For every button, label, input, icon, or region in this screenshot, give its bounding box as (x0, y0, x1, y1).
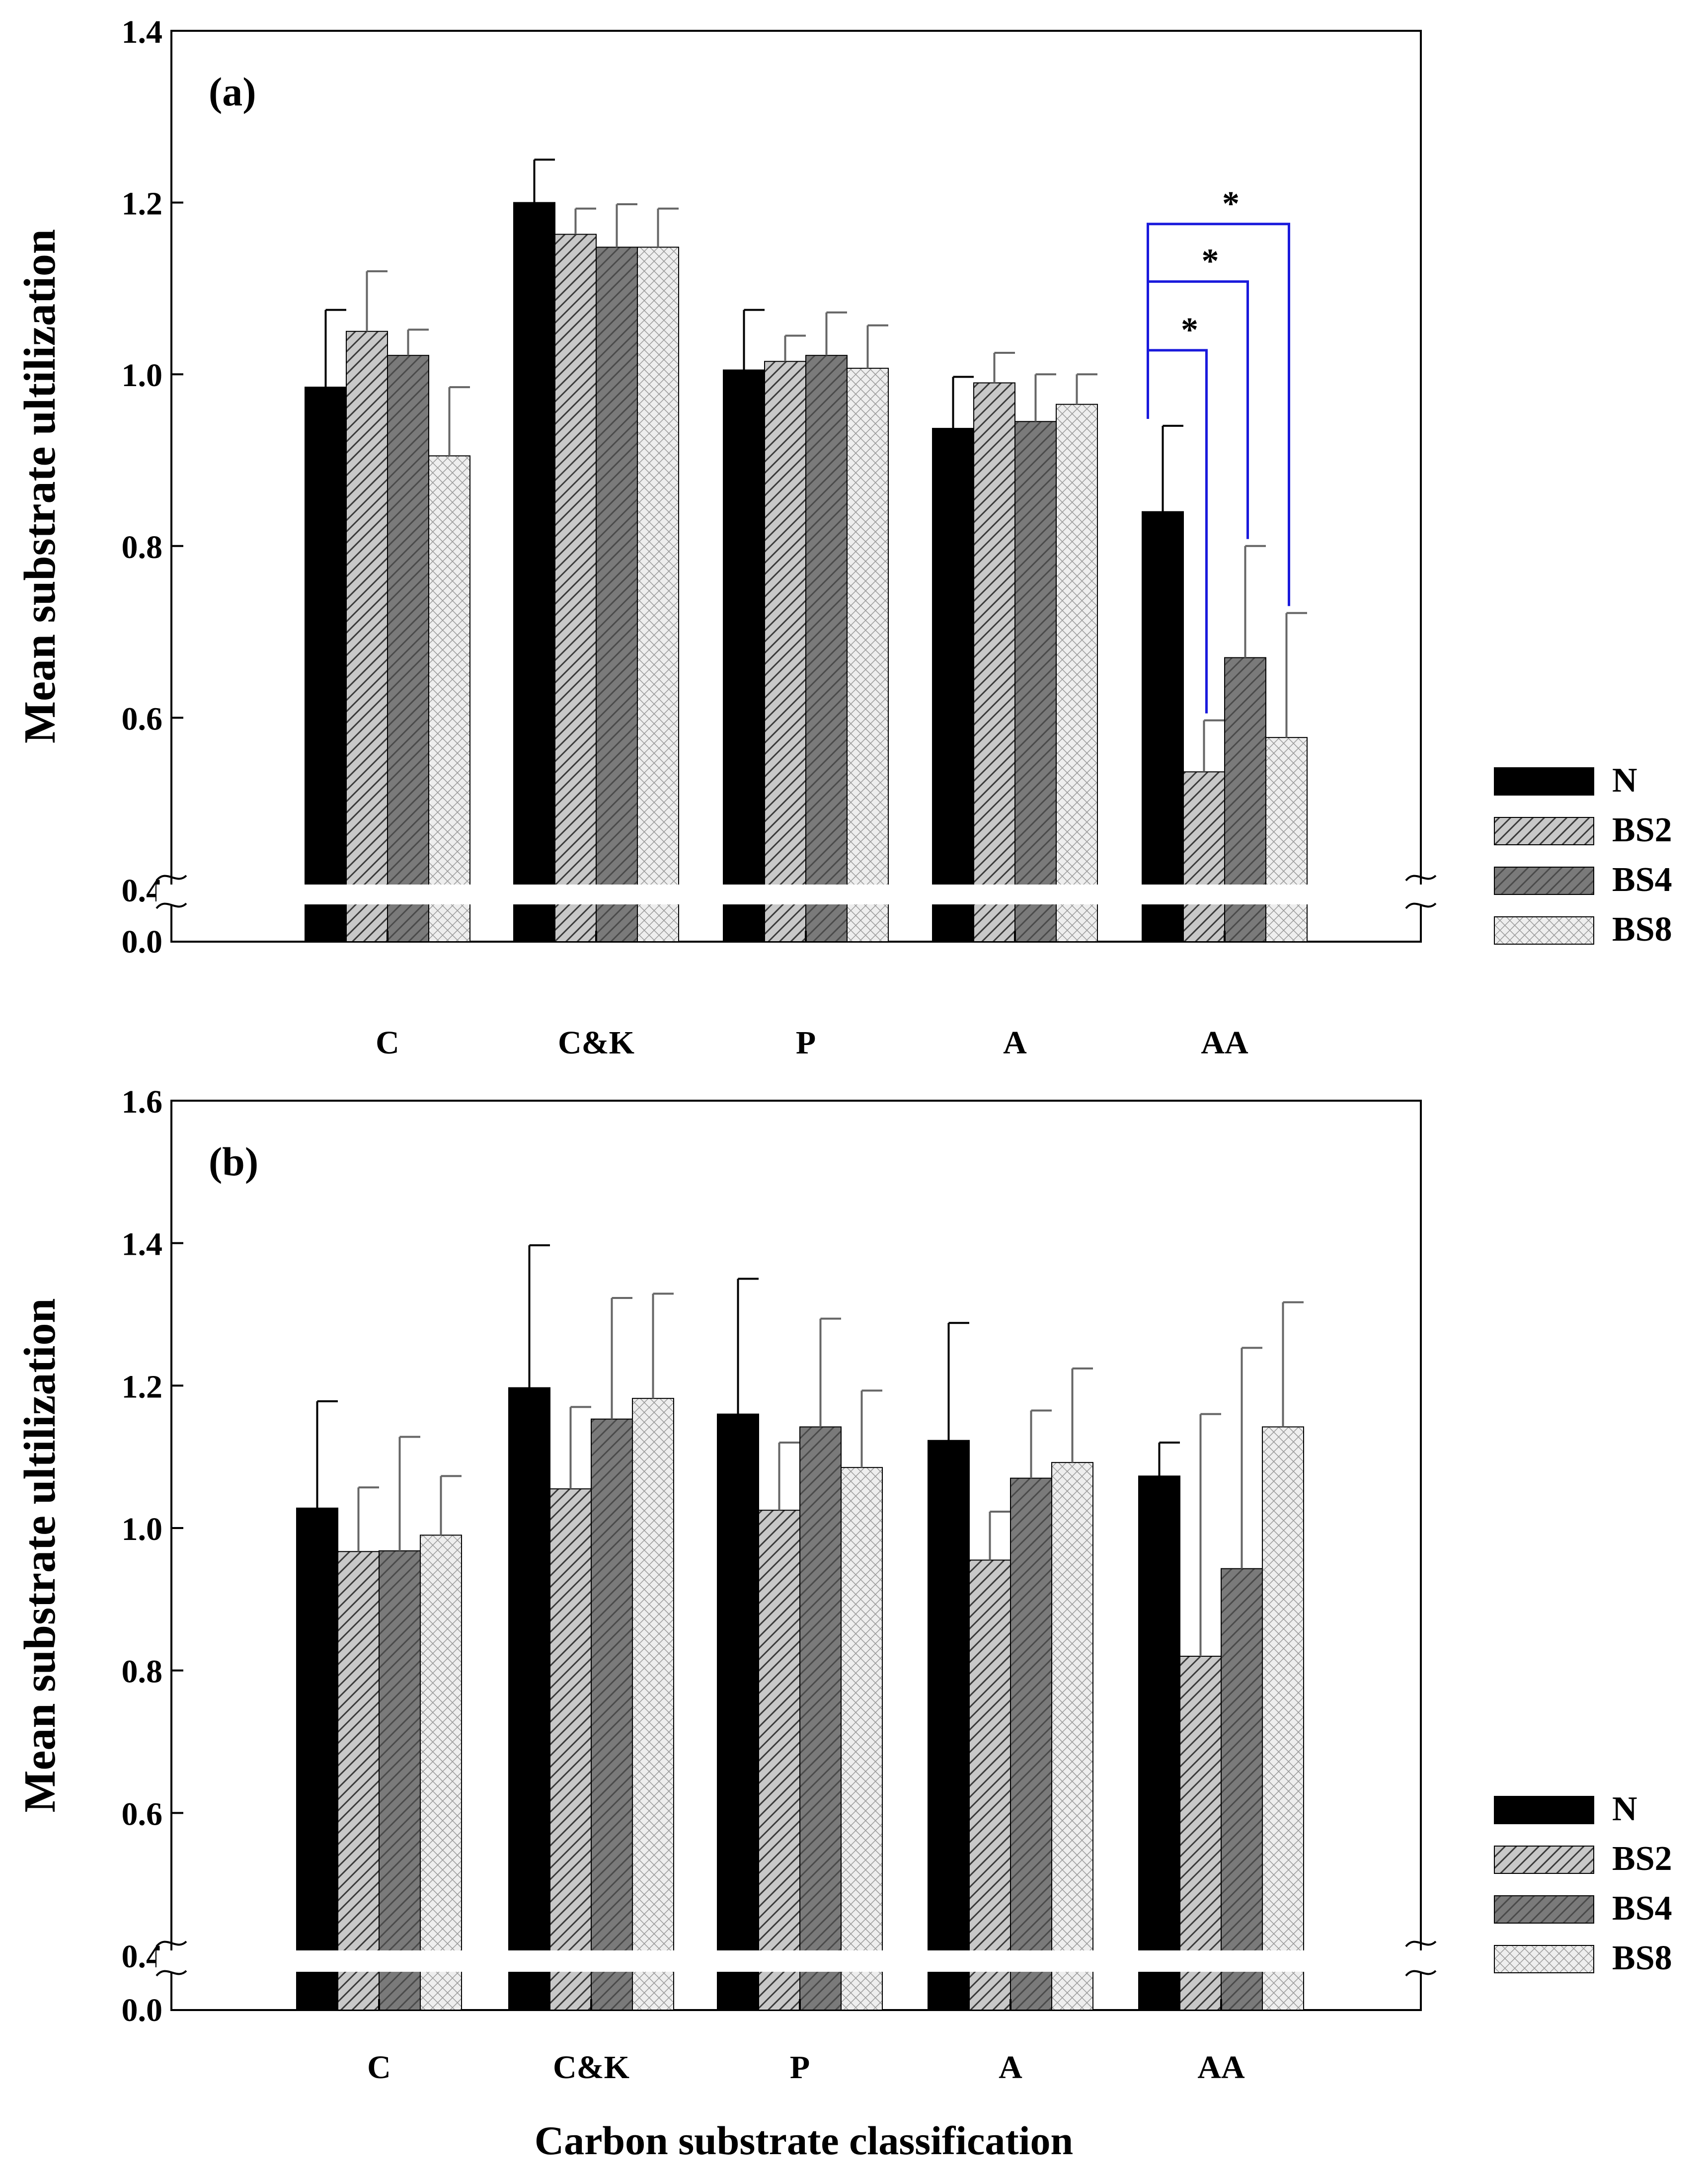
panel-a-legend-label-n: N (1612, 761, 1637, 800)
panel-b-bar-aa-bs4 (1221, 1568, 1263, 2011)
panel-b-y-break-tick-label: 0.0 (122, 1992, 163, 2028)
panel-a-legend-label-bs4: BS4 (1612, 861, 1672, 899)
panel-a-axis-break-gap (156, 885, 1436, 904)
panel-a-right-axis-break-mark (1405, 875, 1437, 909)
panel-a-bar-a-n (932, 428, 974, 943)
panel-a-y-tick-label: 1.2 (122, 186, 163, 222)
panel-b-left-axis-break-mark (155, 1940, 187, 1977)
panel-a-bar-c-bs4 (387, 355, 429, 943)
panel-b-bar-c-bs4 (379, 1550, 421, 2011)
panel-b-bar-a-bs8 (1051, 1462, 1093, 2011)
panel-b-bar-a-bs4 (1010, 1477, 1052, 2011)
panel-b-y-tick-label: 0.6 (122, 1796, 163, 1832)
panel-a-left-axis-break-mark (155, 875, 187, 909)
panel-a-bar-aa-bs8 (1265, 737, 1308, 943)
panel-b-legend-label-bs4: BS4 (1612, 1889, 1672, 1928)
panel-b-bar-aa-bs8 (1262, 1426, 1304, 2011)
panel-b-legend-label-bs2: BS2 (1612, 1840, 1672, 1878)
panel-a-x-tick-label-aa: AA (1201, 1025, 1248, 1061)
panel-b-legend-swatch-bs8 (1494, 1945, 1594, 1973)
panel-a-chart: 0.4 0.6 0.8 1.0 1.2 1.4 0.0 Mean substrate ulti… (15, 14, 1672, 1061)
panel-a-legend-swatch-bs8 (1494, 916, 1594, 945)
panel-a-legend-label-bs8: BS8 (1612, 910, 1672, 949)
panel-a-bar-p-n (723, 369, 765, 942)
panel-b-bar-p-bs2 (758, 1510, 800, 2011)
panel-a-bar-candk-n (513, 202, 555, 943)
panel-b-axis-break-gap (156, 1950, 1436, 1972)
panel-b-y-tick-label: 0.8 (122, 1654, 163, 1690)
panel-b-bar-candk-bs8 (632, 1398, 674, 2011)
panel-b-x-tick-label-p: P (790, 2049, 810, 2086)
panel-a-bar-c-bs8 (428, 455, 470, 942)
panel-a-bar-p-bs2 (764, 361, 806, 942)
panel-a-significance-star: * (1222, 185, 1240, 223)
panel-b-x-tick-label-c: C (367, 2049, 391, 2086)
panel-a-panel-label: (a) (209, 69, 256, 114)
panel-a-bar-a-bs2 (973, 382, 1015, 942)
panel-a-bar-a-bs8 (1056, 404, 1098, 942)
panel-a-bar-c-bs2 (346, 330, 388, 942)
panel-a-bar-aa-n (1142, 511, 1184, 943)
panel-a-bar-candk-bs2 (554, 234, 597, 942)
panel-a-x-tick-label-p: P (796, 1025, 816, 1061)
panel-a-x-tick-label-candk: C&K (558, 1025, 634, 1061)
panel-b-bar-a-bs2 (969, 1559, 1011, 2011)
panel-b-right-axis-break-mark (1405, 1940, 1437, 1977)
panel-b-y-axis-title: Mean substrate ultilization (15, 1298, 65, 1813)
panel-b-bar-a-n (928, 1440, 970, 2011)
panel-b-bar-p-bs8 (841, 1467, 883, 2011)
panel-b-legend-swatch-n (1494, 1796, 1594, 1824)
panel-a-y-tick-label: 1.4 (122, 14, 163, 50)
panel-a-y-tick-label: 0.6 (122, 701, 163, 737)
panel-b-x-tick-label-aa: AA (1197, 2049, 1245, 2086)
panel-b-y-tick-label: 1.0 (122, 1511, 163, 1547)
panel-b-y-tick-label: 1.6 (122, 1084, 163, 1120)
panel-a-legend: N BS2 BS4 BS8 (1494, 761, 1672, 949)
x-axis-title: Carbon substrate classification (535, 2118, 1073, 2163)
panel-a-y-tick-label: 1.0 (122, 357, 163, 394)
panel-a-bar-candk-bs4 (596, 246, 638, 942)
panel-b-x-tick-label-candk: C&K (553, 2049, 629, 2086)
panel-a-bar-aa-bs2 (1183, 771, 1225, 943)
panel-b-bar-c-bs2 (337, 1551, 380, 2011)
panel-a-legend-label-bs2: BS2 (1612, 811, 1672, 849)
panel-b-legend-swatch-bs2 (1494, 1846, 1594, 1874)
panel-b-bar-candk-n (508, 1387, 550, 2011)
panel-a-y-axis-title: Mean substrate ultilization (15, 229, 65, 743)
panel-a-bar-a-bs4 (1014, 421, 1057, 942)
panel-a-bar-p-bs4 (805, 355, 848, 943)
panel-a-legend-swatch-bs2 (1494, 817, 1594, 845)
panel-b-bar-p-bs4 (799, 1426, 842, 2011)
panel-b-legend: N BS2 BS4 BS8 (1494, 1790, 1672, 1977)
panel-a-bar-p-bs8 (847, 368, 889, 942)
panel-b-legend-label-n: N (1612, 1790, 1637, 1828)
panel-b-x-tick-label-a: A (999, 2049, 1022, 2086)
panel-b-y-tick-label: 1.2 (122, 1369, 163, 1405)
panel-b-bar-c-n (296, 1507, 338, 2011)
panel-b-bar-candk-bs2 (549, 1488, 592, 2011)
panel-b-bar-p-n (717, 1413, 759, 2011)
panel-a-x-tick-label-a: A (1003, 1025, 1027, 1061)
panel-b-bar-aa-n (1138, 1475, 1180, 2011)
panel-a-legend-swatch-bs4 (1494, 867, 1594, 895)
panel-a-significance-bracket (1147, 223, 1290, 606)
panel-b-legend-label-bs8: BS8 (1612, 1939, 1672, 1977)
panel-b-chart: 0.4 0.6 0.8 1.0 1.2 1.4 1.6 0.0 Mean substrate u… (15, 1084, 1672, 2086)
panel-a-y-tick-label: 0.4 (122, 873, 163, 909)
panel-b-panel-label: (b) (209, 1139, 258, 1184)
panel-a-bar-candk-bs8 (637, 246, 679, 942)
panel-b-bar-candk-bs4 (591, 1418, 633, 2011)
panel-a-x-tick-label-c: C (376, 1025, 399, 1061)
panel-a-significance-star: * (1202, 242, 1219, 281)
panel-b-legend-swatch-bs4 (1494, 1895, 1594, 1924)
panel-a-bar-c-n (305, 387, 347, 942)
panel-a-y-tick-label: 0.8 (122, 529, 163, 565)
panel-b-y-tick-label: 0.4 (122, 1938, 163, 1975)
panel-b-bar-c-bs8 (420, 1534, 462, 2011)
panel-a-y-break-tick-label: 0.0 (122, 924, 163, 960)
panel-b-y-tick-label: 1.4 (122, 1226, 163, 1263)
panel-a-significance-star: * (1181, 311, 1198, 349)
panel-a-legend-swatch-n (1494, 767, 1594, 796)
